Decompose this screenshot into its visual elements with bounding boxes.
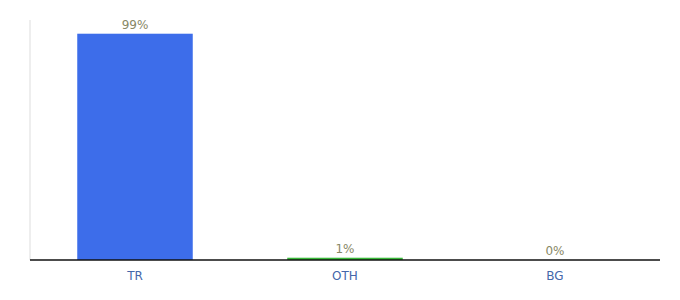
- data-label: 1%: [335, 242, 354, 256]
- x-tick-label: OTH: [332, 269, 358, 283]
- chart-container: 99% TR 1% OTH 0% BG: [0, 0, 680, 300]
- x-tick-label: TR: [126, 269, 143, 283]
- bars: [77, 34, 403, 260]
- bar: [77, 34, 193, 260]
- data-label: 99%: [122, 18, 149, 32]
- baseline: [30, 259, 660, 261]
- data-label: 0%: [545, 244, 564, 258]
- y-range-line: [30, 20, 31, 260]
- x-tick-label: BG: [546, 269, 563, 283]
- chart-svg: 99% TR 1% OTH 0% BG: [0, 0, 680, 300]
